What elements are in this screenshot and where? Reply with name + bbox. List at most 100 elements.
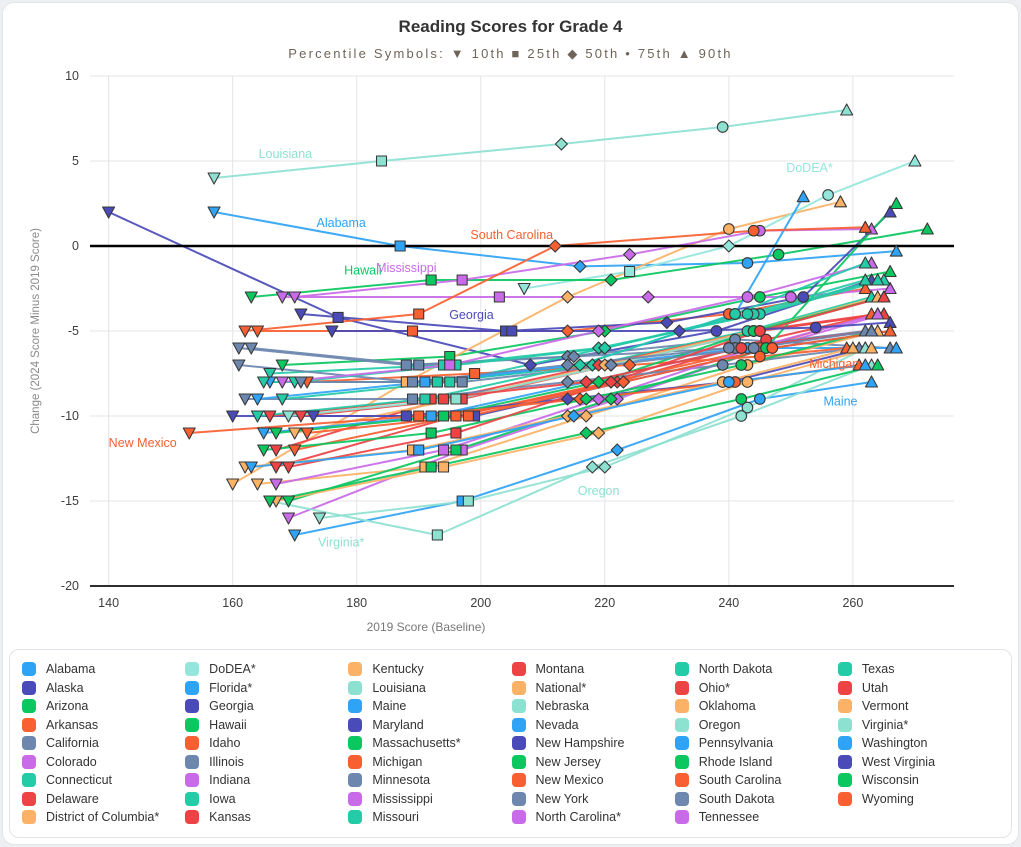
marker-michigan-25th[interactable] (469, 367, 481, 380)
legend-item-indiana[interactable]: Indiana (185, 773, 348, 787)
marker-vermont-25th[interactable] (437, 461, 450, 473)
legend-item-california[interactable]: California (22, 736, 185, 750)
marker-west-virginia-75th[interactable] (809, 321, 822, 334)
marker-oklahoma-90th[interactable] (846, 341, 860, 354)
marker-alaska-10th[interactable] (102, 206, 116, 219)
marker-hawaii-75th[interactable] (772, 248, 785, 261)
marker-maryland-50th[interactable] (561, 392, 575, 406)
marker-alaska-50th[interactable] (523, 358, 537, 372)
marker-wyoming-50th[interactable] (616, 375, 630, 389)
marker-alabama-75th[interactable] (741, 257, 754, 269)
marker-utah-75th[interactable] (754, 325, 766, 337)
marker-new-york-10th[interactable] (232, 359, 246, 372)
marker-colorado-10th[interactable] (275, 291, 289, 304)
marker-utah-25th[interactable] (450, 427, 462, 439)
marker-utah-10th[interactable] (281, 461, 296, 474)
marker-texas-90th[interactable] (858, 256, 872, 269)
marker-washington-50th[interactable] (567, 409, 581, 423)
marker-wyoming-90th[interactable] (883, 324, 897, 337)
marker-michigan-50th[interactable] (623, 358, 637, 372)
legend-item-vermont[interactable]: Vermont (837, 699, 1001, 713)
marker-nebraska-25th[interactable] (450, 393, 462, 405)
marker-louisiana-50th[interactable] (554, 137, 568, 151)
marker-hawaii-10th[interactable] (244, 291, 258, 304)
legend-item-alabama[interactable]: Alabama (22, 662, 185, 676)
legend-item-maryland[interactable]: Maryland (348, 717, 511, 732)
legend-item-west-virginia[interactable]: West Virginia (837, 754, 1001, 769)
legend-item-minnesota[interactable]: Minnesota (348, 773, 511, 787)
marker-hawaii-25th[interactable] (425, 274, 437, 286)
marker-rhode-island-50th[interactable] (579, 392, 593, 406)
legend-item-florida[interactable]: Florida* (185, 680, 348, 695)
marker-louisiana-10th[interactable] (207, 172, 221, 185)
marker-idaho-10th[interactable] (288, 444, 302, 457)
marker-new-york-75th[interactable] (723, 342, 735, 354)
marker-utah-90th[interactable] (877, 290, 891, 303)
marker-dodea-50th[interactable] (722, 239, 736, 253)
marker-massachusetts-50th[interactable] (604, 392, 618, 406)
marker-arkansas-50th[interactable] (561, 324, 575, 338)
marker-ohio-50th[interactable] (579, 375, 593, 389)
marker-oregon-10th[interactable] (312, 512, 327, 525)
marker-south-carolina-90th[interactable] (858, 220, 872, 233)
marker-wisconsin-75th[interactable] (735, 393, 748, 405)
marker-rhode-island-75th[interactable] (735, 359, 748, 371)
legend-item-tennessee[interactable]: Tennessee (674, 810, 838, 824)
marker-dodea-10th[interactable] (517, 282, 531, 296)
marker-washington-25th[interactable] (413, 444, 425, 456)
marker-south-dakota-90th[interactable] (864, 324, 879, 337)
marker-massachusetts-90th[interactable] (889, 196, 903, 210)
marker-rhode-island-25th[interactable] (425, 427, 437, 439)
marker-west-virginia-25th[interactable] (506, 325, 518, 337)
legend-item-south-carolina[interactable]: South Carolina (674, 773, 838, 787)
marker-kentucky-10th[interactable] (250, 478, 265, 491)
legend-item-louisiana[interactable]: Louisiana (348, 680, 511, 695)
marker-florida-90th[interactable] (889, 341, 903, 354)
legend-item-illinois[interactable]: Illinois (185, 754, 348, 769)
marker-pennsylvania-90th[interactable] (796, 190, 810, 203)
marker-arizona-90th[interactable] (883, 264, 897, 278)
marker-georgia-75th[interactable] (797, 291, 810, 303)
marker-ohio-75th[interactable] (735, 342, 748, 354)
marker-minnesota-75th[interactable] (716, 359, 729, 371)
marker-arkansas-90th[interactable] (858, 281, 872, 295)
legend-item-nebraska[interactable]: Nebraska (511, 699, 675, 713)
legend-item-massachusetts[interactable]: Massachusetts* (348, 736, 511, 750)
marker-south-dakota-75th[interactable] (747, 342, 760, 354)
marker-maine-90th[interactable] (864, 375, 879, 388)
marker-maine-10th[interactable] (288, 529, 302, 542)
marker-illinois-50th[interactable] (567, 349, 581, 364)
marker-south-carolina-10th[interactable] (238, 325, 252, 338)
marker-virginia-75th[interactable] (735, 410, 748, 422)
legend-item-missouri[interactable]: Missouri (348, 810, 511, 824)
marker-texas-10th[interactable] (250, 410, 265, 423)
legend-item-new-mexico[interactable]: New Mexico (511, 773, 675, 787)
marker-vermont-75th[interactable] (741, 376, 754, 388)
marker-rhode-island-10th[interactable] (257, 444, 271, 457)
marker-colorado-75th[interactable] (785, 291, 797, 303)
legend-item-nevada[interactable]: Nevada (511, 717, 675, 732)
marker-mississippi-25th[interactable] (456, 274, 468, 286)
marker-south-carolina-50th[interactable] (548, 239, 562, 253)
legend-item-arkansas[interactable]: Arkansas (22, 717, 185, 732)
legend-item-wisconsin[interactable]: Wisconsin (837, 773, 1001, 787)
legend-item-connecticut[interactable]: Connecticut (22, 773, 185, 787)
marker-connecticut-10th[interactable] (263, 367, 277, 381)
marker-district-of-columbia-90th[interactable] (833, 195, 848, 208)
marker-north-dakota-50th[interactable] (598, 341, 612, 355)
legend-item-washington[interactable]: Washington (837, 736, 1001, 750)
marker-dodea-90th[interactable] (908, 154, 922, 167)
legend-item-kansas[interactable]: Kansas (185, 810, 348, 824)
marker-california-25th[interactable] (400, 359, 412, 371)
marker-tennessee-75th[interactable] (741, 291, 754, 303)
marker-montana-10th[interactable] (294, 410, 308, 423)
marker-south-dakota-25th[interactable] (456, 376, 468, 388)
legend-item-georgia[interactable]: Georgia (185, 699, 348, 713)
marker-maine-75th[interactable] (754, 393, 766, 405)
marker-texas-50th[interactable] (573, 358, 587, 372)
marker-dodea-25th[interactable] (624, 265, 636, 278)
marker-missouri-10th[interactable] (275, 393, 289, 406)
marker-dodea-75th[interactable] (822, 189, 834, 201)
marker-arkansas-25th[interactable] (406, 325, 419, 337)
marker-new-hampshire-10th[interactable] (306, 410, 320, 423)
